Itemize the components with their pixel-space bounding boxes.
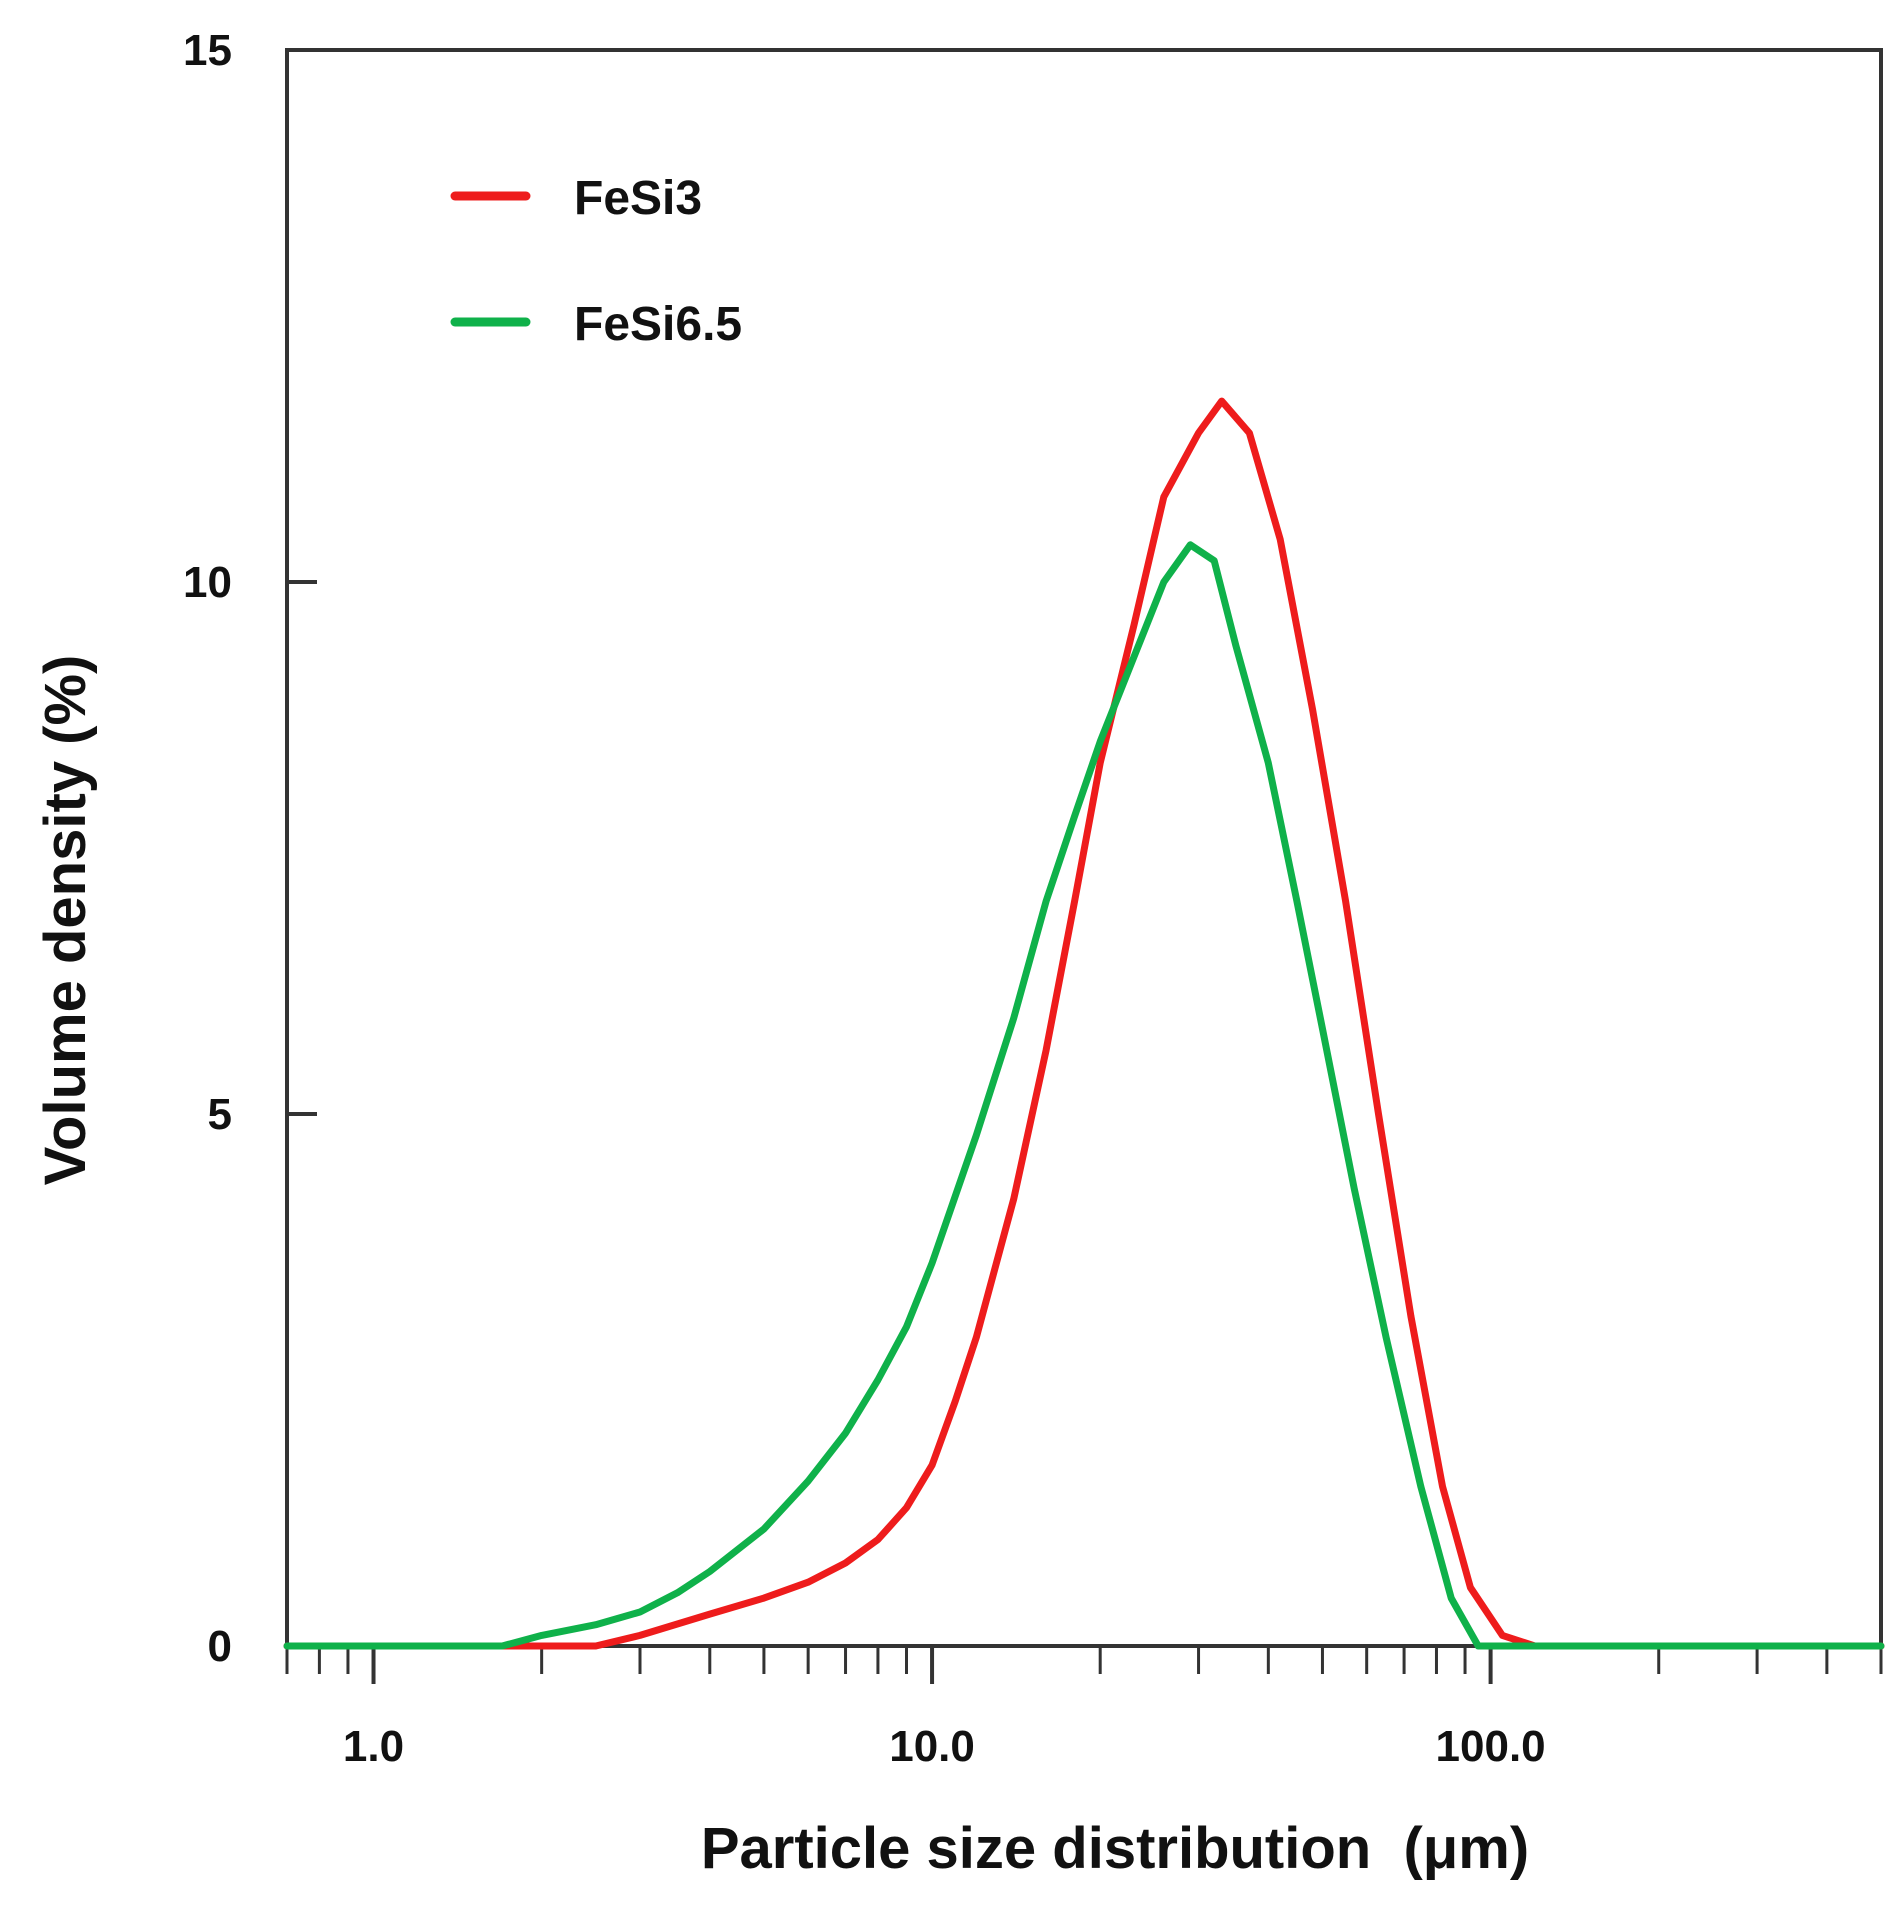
y-tick-label-0: 0 [208, 1622, 232, 1671]
x-axis-title: Particle size distribution (μm) [701, 1816, 1529, 1881]
x-tick-label-10.0: 10.0 [889, 1722, 975, 1771]
series-line-fesi3 [283, 397, 1885, 1650]
series-line-fesi6-5 [283, 541, 1885, 1650]
legend-label-fesi6-5: FeSi6.5 [574, 298, 742, 351]
x-axis-ticks [285, 1646, 1883, 1684]
y-axis-tick-labels: 0 5 10 15 [183, 26, 232, 1671]
legend-label-fesi3: FeSi3 [574, 172, 702, 225]
plot-area-frame [285, 48, 1883, 1648]
y-tick-label-10: 10 [183, 558, 232, 607]
x-tick-label-1.0: 1.0 [343, 1722, 404, 1771]
y-tick-label-5: 5 [208, 1090, 232, 1139]
series-lines [283, 397, 1885, 1650]
x-tick-label-100.0: 100.0 [1436, 1722, 1546, 1771]
y-axis-title: Volume density (%) [33, 655, 98, 1186]
legend: FeSi3 FeSi6.5 [450, 172, 742, 351]
y-tick-label-15: 15 [183, 26, 232, 75]
x-axis-tick-labels: 1.0 10.0 100.0 [343, 1722, 1546, 1771]
y-axis-ticks [287, 48, 317, 1648]
